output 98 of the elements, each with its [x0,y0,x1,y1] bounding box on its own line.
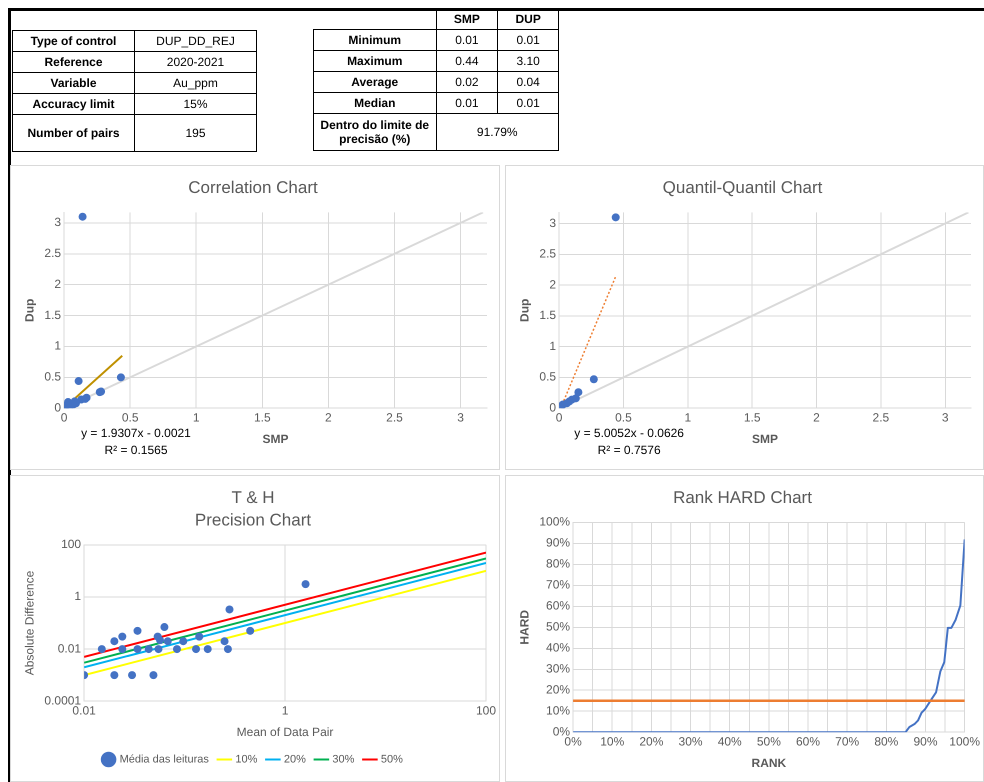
text: 0.01 [436,92,498,114]
y-tick-label: 2 [549,277,556,292]
x-tick-label: 10% [600,734,625,749]
text: 0.04 [498,72,558,92]
x-tick-label: 3 [942,410,949,425]
x-axis-title: SMP [262,432,289,446]
y-tick-label: 2 [54,276,62,291]
text: R² = 0.1565 [104,443,168,457]
x-tick-label: 2.5 [872,410,890,425]
chart-title: Rank HARD Chart [673,488,812,507]
y-tick-label: 50% [546,620,570,634]
category-label: SMP [436,8,498,30]
chart-title: T & H [231,488,275,507]
x-tick-label: 60% [796,734,820,749]
y-tick-label: 0.01 [58,641,82,656]
x-tick-label: 0.01 [72,704,96,718]
text: Minimum [314,30,436,50]
x-tick-label: 2 [325,410,332,425]
y-tick-label: 3 [549,216,556,230]
text: 91.79% [436,114,558,150]
y-tick-label: 0.5 [539,370,556,384]
x-tick-label: 2.5 [386,410,404,425]
category-label: DUP [498,8,558,30]
text: Au_ppm [134,72,256,94]
legend-label: 10% [235,754,258,766]
x-tick-label: 1 [684,410,692,425]
text: Type of control [12,30,134,52]
text: Variable [12,72,134,94]
y-tick-label: 20% [546,682,570,697]
text: Reference [12,52,134,72]
y-tick-label: 40% [546,640,570,655]
text: Average [314,72,436,92]
y-tick-label: 1.5 [539,308,556,322]
y-tick-label: 0 [54,400,62,415]
x-tick-label: 90% [913,734,938,749]
text: Number of pairs [12,114,134,152]
text: Accuracy limit [12,94,134,114]
chart-subtitle: Precision Chart [194,510,312,530]
x-tick-label: 1.5 [254,410,271,425]
text: 15% [134,94,256,114]
y-tick-label: 100 [61,537,82,552]
legend-label: 30% [332,754,355,766]
x-tick-label: 100 [476,704,496,718]
x-tick-label: 3 [457,410,464,425]
y-tick-label: 70% [546,578,570,592]
x-tick-label: 50% [756,734,782,749]
y-tick-label: 0 [549,400,556,415]
legend-label: Média das leituras [120,754,210,766]
legend-label: 20% [284,754,306,766]
text: 0.44 [436,50,498,72]
x-tick-label: 100% [949,734,980,749]
y-tick-label: 80% [546,556,570,571]
x-tick-label: 1 [192,410,200,425]
chart-title: Correlation Chart [188,178,318,197]
text: 3.10 [498,50,558,72]
y-tick-label: 90% [546,536,570,550]
text: Dentro do limite de precisão (%) [314,114,436,150]
x-tick-label: 30% [678,734,703,749]
x-axis-title: SMP [752,432,778,446]
x-tick-label: 1 [282,704,289,718]
y-tick-label: 30% [546,662,570,676]
text: Maximum [314,50,436,72]
x-tick-label: 0.5 [122,410,139,425]
chart-title: Quantil-Quantil Chart [662,178,823,197]
y-tick-label: 3 [54,215,62,230]
x-axis-title: RANK [752,756,787,770]
x-tick-label: 0.5 [615,410,632,425]
y-tick-label: 2.5 [539,246,556,261]
text: 195 [134,114,256,152]
y-axis-title: Dup [518,298,532,322]
text: Median [314,92,436,114]
y-tick-label: 0.5 [44,370,62,384]
y-tick-label: 100% [539,514,570,529]
legend-label: 50% [380,754,404,766]
y-tick-label: 1 [54,338,62,353]
x-tick-label: 0% [564,734,582,749]
text: 0.02 [436,72,498,92]
y-tick-label: 60% [546,598,570,613]
y-axis-title: Dup [22,298,37,322]
y-tick-label: 1.5 [44,308,62,322]
text: DUP_DD_REJ [134,30,256,52]
y-tick-label: 1 [74,589,82,604]
x-tick-label: 20% [639,734,664,749]
text: y = 5.0052x - 0.0626 [574,426,684,440]
text: R² = 0.7576 [598,443,661,457]
y-axis-title: HARD [518,610,532,645]
x-tick-label: 1.5 [744,410,761,425]
x-tick-label: 40% [718,734,742,749]
x-tick-label: 2 [813,410,820,425]
x-tick-label: 70% [835,734,860,749]
y-tick-label: 2.5 [44,246,62,260]
text: 2020-2021 [134,52,256,72]
x-axis-title: Mean of Data Pair [236,725,334,740]
text: 0.01 [436,30,498,50]
x-tick-label: 80% [874,734,899,749]
y-tick-label: 1 [549,338,556,353]
y-axis-title: Absolute Difference [22,570,37,676]
text: y = 1.9307x - 0.0021 [81,426,192,440]
